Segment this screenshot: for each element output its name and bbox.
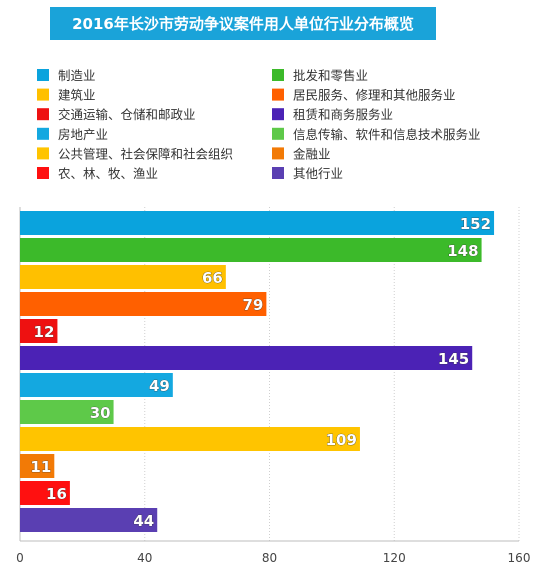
- legend-swatch-5: [37, 108, 49, 121]
- x-tick-label-40: 40: [137, 551, 152, 565]
- bar-value-label-8: 30: [90, 404, 111, 422]
- legend-label-9: 公共管理、社会保障和社会组织: [58, 146, 233, 161]
- bar-value-label-7: 49: [149, 377, 170, 395]
- bar-value-label-2: 148: [447, 242, 478, 260]
- bars: 152 148 66 79 12 145 49 30 109 11 16 44: [20, 211, 495, 532]
- bar-value-label-9: 109: [326, 431, 357, 449]
- legend-label-8: 信息传输、软件和信息技术服务业: [293, 127, 481, 142]
- legend-label-5: 交通运输、仓储和邮政业: [58, 107, 196, 122]
- legend-label-6: 租赁和商务服务业: [293, 107, 393, 122]
- legend-swatch-8: [272, 127, 284, 140]
- legend-swatch-1: [37, 69, 49, 81]
- bar-value-label-3: 66: [202, 269, 223, 287]
- bar-value-label-12: 44: [133, 512, 154, 530]
- x-tick-label-120: 120: [383, 551, 406, 565]
- chart-title: 2016年长沙市劳动争议案件用人单位行业分布概览: [72, 15, 414, 33]
- legend-label-12: 其他行业: [293, 166, 343, 181]
- x-axis-ticks: 0 40 80 120 160: [16, 551, 530, 565]
- legend-swatch-10: [272, 147, 284, 160]
- legend-swatch-9: [37, 147, 49, 160]
- legend-swatch-4: [272, 88, 284, 101]
- bar-5: [20, 319, 58, 343]
- x-tick-label-160: 160: [508, 551, 531, 565]
- legend-swatch-3: [37, 88, 49, 101]
- bar-value-label-6: 145: [438, 350, 469, 368]
- legend-label-7: 房地产业: [58, 127, 108, 142]
- bar-8: [20, 400, 114, 424]
- bar-7: [20, 373, 173, 397]
- bar-1: [20, 211, 495, 235]
- legend-label-3: 建筑业: [58, 88, 96, 103]
- bar-10: [20, 454, 55, 478]
- bar-11: [20, 481, 70, 505]
- bar-value-label-5: 12: [34, 323, 55, 341]
- legend-label-1: 制造业: [58, 68, 96, 83]
- bar-4: [20, 292, 267, 316]
- legend-label-11: 农、林、牧、渔业: [58, 166, 158, 181]
- legend-swatch-12: [272, 167, 284, 179]
- bar-6: [20, 346, 473, 370]
- x-tick-label-0: 0: [16, 551, 24, 565]
- bar-value-label-10: 11: [30, 458, 51, 476]
- legend-swatch-2: [272, 69, 284, 81]
- legend-label-10: 金融业: [293, 146, 331, 161]
- bar-9: [20, 427, 360, 451]
- legend-swatch-7: [37, 127, 49, 140]
- legend-swatch-6: [272, 108, 284, 121]
- legend-label-2: 批发和零售业: [293, 68, 368, 83]
- bar-value-label-11: 16: [46, 485, 67, 503]
- bar-value-label-1: 152: [460, 215, 491, 233]
- bar-3: [20, 265, 226, 289]
- x-tick-label-80: 80: [262, 551, 277, 565]
- title-banner: [50, 7, 436, 40]
- legend-swatch-11: [37, 167, 49, 179]
- bar-12: [20, 508, 158, 532]
- bar-value-label-4: 79: [243, 296, 264, 314]
- legend-label-4: 居民服务、修理和其他服务业: [293, 88, 456, 103]
- bar-2: [20, 238, 482, 262]
